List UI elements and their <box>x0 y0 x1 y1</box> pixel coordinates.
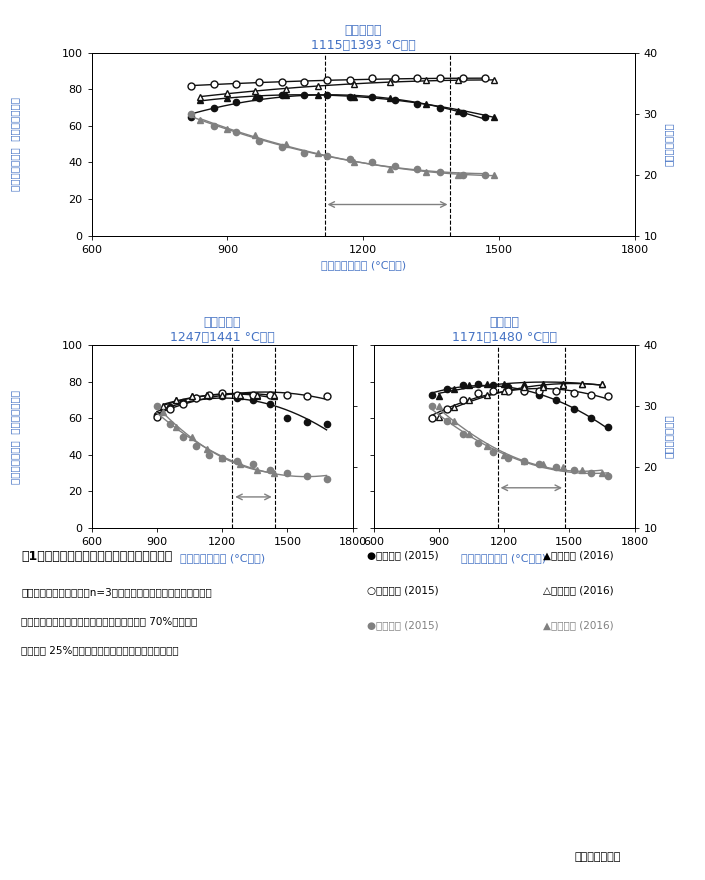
Text: 各点は実測値の平均値（n=3）を示し、実線は回帰曲線を表す。: 各点は実測値の平均値（n=3）を示し、実線は回帰曲線を表す。 <box>21 587 212 597</box>
Text: ●整粒歩合 (2015): ●整粒歩合 (2015) <box>367 550 439 560</box>
Text: ○登熟歩合 (2015): ○登熟歩合 (2015) <box>367 585 439 595</box>
Text: ●粉含水率 (2015): ●粉含水率 (2015) <box>367 620 439 630</box>
Y-axis label: 整粒歩合（％）  登熟歩合（％）: 整粒歩合（％） 登熟歩合（％） <box>10 97 20 191</box>
Y-axis label: 整粒歩合（％）  登熟歩合（％）: 整粒歩合（％） 登熟歩合（％） <box>10 390 20 484</box>
X-axis label: 出穂後積算気温 (°C・日): 出穂後積算気温 (°C・日) <box>321 260 405 270</box>
Text: ▲整粒歩合 (2016): ▲整粒歩合 (2016) <box>543 550 613 560</box>
Text: 図上の数値と図中の点線の範囲は、整粒歩合 70%以上かつ: 図上の数値と図中の点線の範囲は、整粒歩合 70%以上かつ <box>21 616 197 626</box>
Title: あきだわら
1115－1393 °C・日: あきだわら 1115－1393 °C・日 <box>311 24 415 52</box>
X-axis label: 出穂後積算気温 (°C・日): 出穂後積算気温 (°C・日) <box>180 553 264 562</box>
Y-axis label: 粉含水率（％）: 粉含水率（％） <box>663 122 673 166</box>
Text: ▲粉含水率 (2016): ▲粉含水率 (2016) <box>543 620 613 630</box>
Text: 粉含水率 25%以下の出穂後積算気温の範囲を示す。: 粉含水率 25%以下の出穂後積算気温の範囲を示す。 <box>21 645 179 655</box>
X-axis label: 出穂後積算気温 (°C・日): 出穂後積算気温 (°C・日) <box>462 553 546 562</box>
Title: やまだわら
1247－1441 °C・日: やまだわら 1247－1441 °C・日 <box>170 316 274 344</box>
Text: （荷井裕見子）: （荷井裕見子） <box>574 853 620 862</box>
Text: 図1　登熟歩合、整粒歩合、粉含水率の推移: 図1 登熟歩合、整粒歩合、粉含水率の推移 <box>21 550 173 563</box>
Title: とよめき
1171－1480 °C・日: とよめき 1171－1480 °C・日 <box>451 316 556 344</box>
Y-axis label: 粉含水率（％）: 粉含水率（％） <box>663 414 673 458</box>
Text: △登熟歩合 (2016): △登熟歩合 (2016) <box>543 585 613 595</box>
